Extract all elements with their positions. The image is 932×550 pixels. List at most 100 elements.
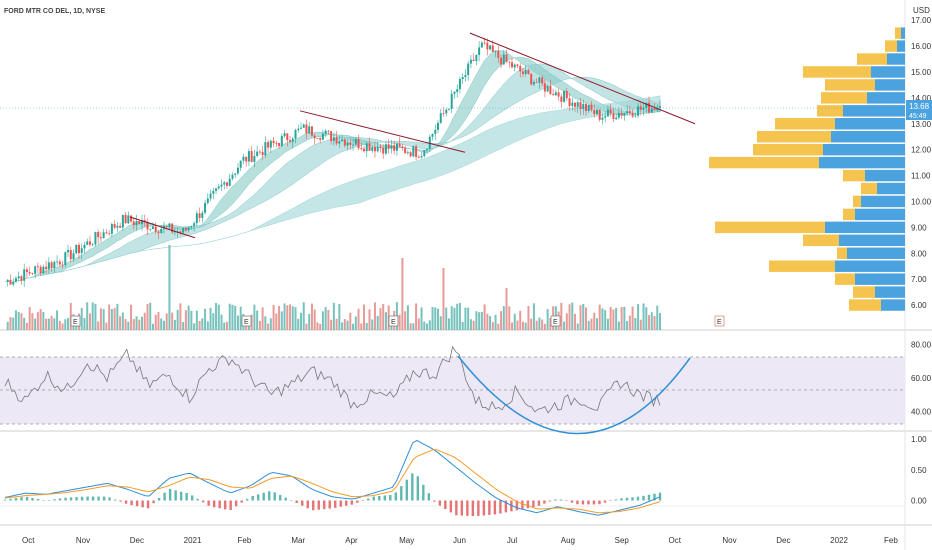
candle-body — [135, 220, 138, 226]
earnings-marker[interactable]: E — [241, 315, 252, 327]
volume-bar — [53, 318, 56, 330]
candle-body — [653, 108, 656, 111]
volume-bar — [61, 323, 64, 330]
trendlines[interactable] — [129, 32, 696, 239]
macd-hist-bar — [658, 492, 662, 501]
volume-bar — [497, 323, 500, 330]
rounding-bottom-arc[interactable] — [457, 355, 691, 435]
candle-body — [535, 82, 538, 83]
candle-body — [648, 102, 651, 113]
candle-body — [409, 152, 412, 157]
volume-bar — [601, 308, 604, 330]
candle-body — [239, 160, 242, 168]
macd-tick-label: 0.00 — [911, 497, 927, 506]
volume-bar — [426, 323, 429, 330]
candle-body — [368, 143, 371, 151]
volume-bar — [212, 313, 215, 330]
trendline[interactable] — [129, 216, 196, 239]
time-tick-label: Feb — [238, 536, 252, 545]
candle-body — [256, 151, 259, 156]
candle-body — [28, 272, 31, 274]
volume-bar — [190, 310, 193, 330]
earnings-marker-label: E — [391, 319, 396, 326]
candle-body — [132, 221, 135, 226]
macd-hist-bar — [526, 500, 530, 509]
macd-hist-bar — [372, 496, 375, 501]
volume-bar — [324, 307, 327, 330]
candle-body — [606, 109, 609, 117]
earnings-marker[interactable]: E — [550, 315, 561, 327]
candle-body — [56, 261, 59, 263]
price-tick-label: 9.00 — [911, 223, 927, 232]
earnings-marker[interactable]: E — [714, 315, 725, 327]
price-tick-label: 13.00 — [911, 120, 932, 129]
volume-bar — [349, 312, 352, 330]
volume-bar — [294, 307, 297, 330]
candle-body — [157, 231, 160, 233]
candle-body — [154, 226, 157, 232]
candle-body — [14, 278, 17, 282]
volume-bar — [20, 313, 23, 330]
rsi-tick-label: 40.00 — [911, 407, 932, 416]
earnings-marker-box — [388, 315, 399, 327]
macd-hist-bar — [279, 495, 282, 501]
macd-hist-bar — [482, 500, 486, 516]
macd-hist-bar — [273, 492, 276, 501]
macd-hist-bar — [416, 476, 420, 501]
volume-bar — [434, 307, 437, 330]
volume-bar — [67, 318, 70, 330]
candle-body — [426, 149, 429, 151]
trendline[interactable] — [469, 32, 696, 125]
candle-body — [491, 45, 494, 52]
candle-body — [297, 128, 300, 131]
volume-bar — [354, 316, 357, 330]
volume-bar — [179, 303, 182, 330]
macd-hist-bar — [130, 500, 133, 506]
vp-sell-bar — [709, 156, 819, 169]
price-tick-label: 15.00 — [911, 68, 932, 77]
macd-hist-bar — [240, 500, 243, 503]
vp-sell-bar — [849, 299, 881, 311]
candle-body — [390, 145, 393, 149]
candle-body — [354, 139, 357, 145]
volume-bar — [576, 323, 579, 330]
price-tick-label: 6.00 — [911, 301, 927, 310]
candle-body — [620, 112, 623, 116]
macd-hist-bar — [69, 497, 73, 501]
candle-body — [524, 70, 527, 74]
price-badge-value: 13.68 — [909, 102, 930, 111]
volume-bar — [47, 318, 50, 330]
price-tick-label: 12.00 — [911, 146, 932, 155]
macd-hist-bar — [251, 495, 254, 501]
trendline[interactable] — [299, 110, 466, 153]
volume-bar — [598, 304, 601, 330]
volume-bar — [626, 321, 629, 330]
candle-body — [187, 227, 190, 231]
vp-buy-bar — [855, 273, 905, 285]
candle-body — [34, 266, 37, 274]
candle-body — [225, 182, 228, 186]
candle-body — [86, 241, 89, 245]
vp-buy-bar — [825, 221, 905, 234]
volume-bar — [330, 319, 333, 330]
volume-bar — [406, 305, 409, 330]
candle-body — [615, 117, 618, 120]
macd-hist-bar — [356, 500, 359, 503]
earnings-marker[interactable]: E — [388, 315, 399, 327]
candle-body — [165, 225, 168, 227]
volume-bar — [171, 312, 174, 330]
candle-body — [365, 143, 368, 152]
candle-body — [99, 237, 102, 239]
candle-body — [469, 59, 472, 64]
macd-hist-bar — [20, 497, 23, 501]
earnings-marker[interactable]: E — [70, 315, 81, 327]
macd-hist-bar — [383, 495, 386, 501]
macd-hist-bar — [455, 500, 458, 516]
candle-body — [36, 266, 39, 268]
volume-bar — [606, 318, 609, 330]
volume-bar — [404, 311, 407, 330]
candle-body — [83, 244, 86, 249]
macd-hist-bar — [636, 496, 640, 501]
